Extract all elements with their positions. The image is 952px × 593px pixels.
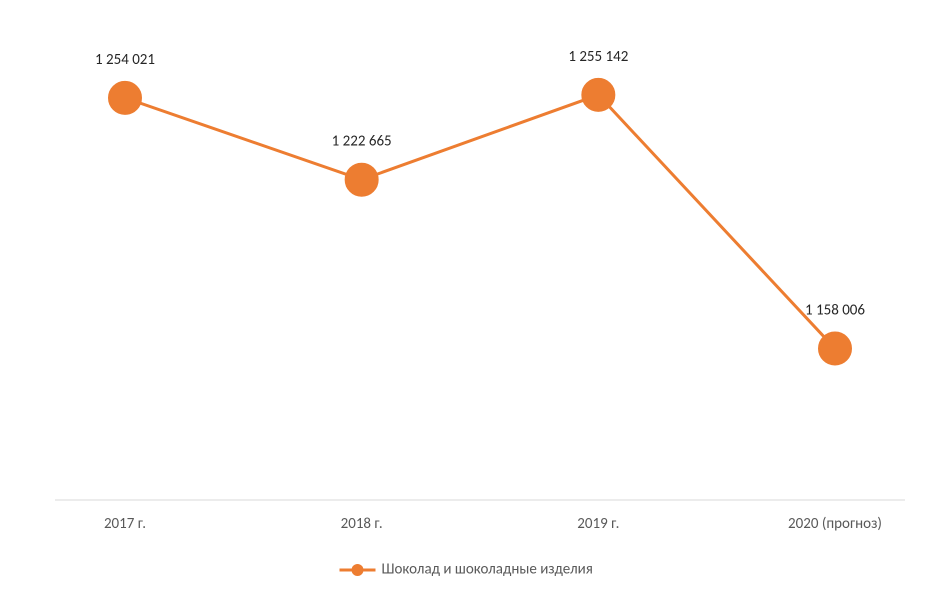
legend-marker-circle — [352, 564, 364, 576]
marker-point — [346, 164, 378, 196]
line-chart: 1 254 021 1 222 665 1 255 142 1 158 006 201… — [0, 0, 952, 593]
value-labels: 1 254 021 1 222 665 1 255 142 1 158 006 — [95, 48, 865, 320]
value-label: 1 254 021 — [95, 51, 155, 69]
value-label: 1 222 665 — [332, 133, 392, 151]
x-tick-label: 2017 г. — [104, 515, 146, 533]
x-tick-label: 2018 г. — [341, 515, 383, 533]
x-tick-labels: 2017 г. 2018 г. 2019 г. 2020 (прогноз) — [104, 515, 882, 533]
marker-point — [582, 79, 614, 111]
x-tick-label: 2019 г. — [577, 515, 619, 533]
series-markers — [109, 79, 851, 365]
value-label: 1 255 142 — [568, 48, 628, 66]
marker-point — [819, 333, 851, 365]
legend: Шоколад и шоколадные изделия — [340, 561, 593, 579]
marker-point — [109, 82, 141, 114]
series-line — [125, 95, 835, 349]
x-tick-label: 2020 (прогноз) — [788, 515, 882, 533]
value-label: 1 158 006 — [805, 302, 865, 320]
legend-label: Шоколад и шоколадные изделия — [382, 561, 593, 579]
